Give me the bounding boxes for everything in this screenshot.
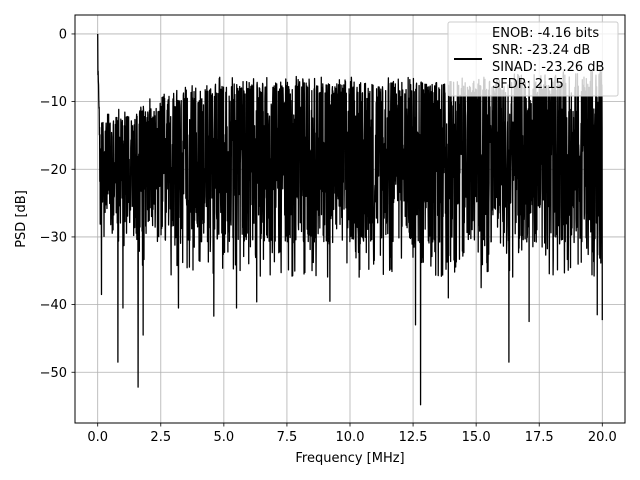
x-tick-label: 20.0	[588, 430, 617, 445]
legend-entry-sinad: SINAD: -23.26 dB	[492, 60, 604, 75]
x-tick-label: 15.0	[462, 430, 491, 445]
x-tick-label: 17.5	[525, 430, 554, 445]
y-tick-label: −20	[40, 163, 67, 178]
y-tick-label: −30	[40, 230, 67, 245]
legend-box	[447, 21, 619, 97]
y-tick-label: −10	[40, 95, 67, 110]
x-tick-label: 5.0	[214, 430, 235, 445]
x-tick-label: 7.5	[277, 430, 298, 445]
x-tick-label: 2.5	[150, 430, 171, 445]
ticks-layer: 0.0 2.5 5.0 7.5 10.0 12.5 15.0 17.5 20.0 0 −10 −20 −…	[40, 27, 617, 445]
y-tick-label: −40	[40, 298, 67, 313]
x-tick-label: 12.5	[399, 430, 428, 445]
x-axis-label: Frequency [MHz]	[295, 451, 404, 466]
x-tick-label: 0.0	[87, 430, 108, 445]
psd-trace	[97, 33, 603, 406]
legend-entry-snr: SNR: -23.24 dB	[492, 43, 590, 58]
x-tick-label: 10.0	[336, 430, 365, 445]
y-tick-label: −50	[40, 366, 67, 381]
y-tick-label: 0	[59, 27, 67, 42]
data-layer	[97, 33, 603, 406]
y-axis-label: PSD [dB]	[14, 190, 29, 248]
legend: ENOB: -4.16 bits SNR: -23.24 dB SINAD: -…	[447, 21, 619, 97]
legend-entry-enob: ENOB: -4.16 bits	[492, 26, 599, 41]
legend-entry-sfdr: SFDR: 2.15	[492, 77, 564, 92]
